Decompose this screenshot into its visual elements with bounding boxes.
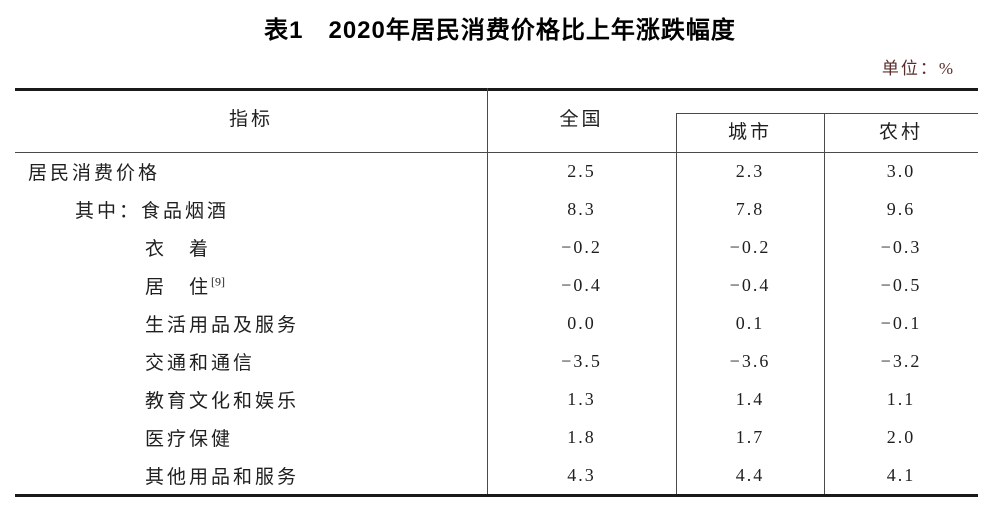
value-national: 1.8 (567, 426, 596, 447)
column-divider-indicator (487, 88, 488, 494)
footnote-marker: [9] (211, 274, 226, 289)
header-cell-national: 全国 (559, 109, 604, 130)
column-divider-rural (824, 113, 825, 494)
cpi-table: 指标 全国 城市 农村 居民消费价格 2.5 2.3 3.0 其中：食品烟酒 8… (15, 88, 978, 497)
value-rural: 4.1 (886, 464, 916, 485)
value-rural: 2.0 (886, 426, 916, 447)
table-row: 生活用品及服务 0.0 0.1 −0.1 (15, 305, 978, 343)
row-label: 生活用品及服务 (145, 315, 300, 336)
value-national: 8.3 (567, 199, 596, 220)
value-urban: 2.3 (735, 161, 765, 182)
subheader-top-rule (676, 113, 978, 114)
value-rural: −0.3 (880, 237, 922, 258)
value-rural: −0.1 (880, 313, 922, 333)
column-divider-urban (676, 113, 677, 494)
value-rural: 9.6 (886, 199, 916, 220)
value-rural: −3.2 (880, 350, 922, 371)
table-top-border (15, 88, 978, 91)
value-urban: 4.4 (735, 464, 765, 485)
table-row: 居 住[9] −0.4 −0.4 −0.5 (15, 267, 978, 305)
row-label: 居 住[9] (15, 272, 487, 299)
value-national: 4.3 (567, 464, 596, 485)
row-label: 居民消费价格 (28, 163, 161, 185)
header-cell-rural: 农村 (878, 122, 923, 143)
table-row: 其中：食品烟酒 8.3 7.8 9.6 (15, 191, 978, 229)
value-urban: 0.1 (735, 313, 765, 333)
row-label: 交通和通信 (145, 352, 256, 374)
page-title: 表1 2020年居民消费价格比上年涨跌幅度 (264, 17, 736, 44)
value-urban: −0.2 (729, 237, 771, 258)
row-label-text: 居 住 (145, 277, 212, 299)
unit-label: 单位：% (881, 59, 955, 78)
value-rural: −0.5 (880, 275, 922, 296)
table-row: 医疗保健 1.8 1.7 2.0 (15, 418, 978, 456)
table-row: 教育文化和娱乐 1.3 1.4 1.1 (15, 380, 978, 418)
value-national: 1.3 (567, 388, 596, 409)
row-label: 其中：食品烟酒 (75, 201, 230, 223)
value-national: −0.4 (561, 275, 602, 296)
value-rural: 3.0 (886, 161, 916, 182)
value-urban: 1.4 (735, 388, 765, 409)
header-bottom-rule (15, 152, 978, 153)
row-label: 教育文化和娱乐 (145, 390, 300, 412)
value-urban: −0.4 (729, 275, 771, 296)
value-urban: −3.6 (729, 350, 771, 371)
table-bottom-border (15, 494, 978, 497)
header-cell-urban: 城市 (727, 122, 772, 143)
row-label: 衣 着 (145, 239, 212, 261)
value-national: 0.0 (567, 313, 596, 333)
value-national: −0.2 (561, 237, 602, 258)
value-national: 2.5 (567, 161, 596, 182)
value-rural: 1.1 (886, 388, 916, 409)
row-label: 医疗保健 (145, 428, 234, 450)
table-row: 衣 着 −0.2 −0.2 −0.3 (15, 229, 978, 267)
table-row: 居民消费价格 2.5 2.3 3.0 (15, 153, 978, 191)
row-label: 其他用品和服务 (145, 466, 300, 488)
table-row: 其他用品和服务 4.3 4.4 4.1 (15, 456, 978, 494)
value-urban: 7.8 (735, 199, 765, 220)
table-body: 居民消费价格 2.5 2.3 3.0 其中：食品烟酒 8.3 7.8 9.6 衣… (15, 153, 978, 494)
header-cell-indicator: 指标 (228, 109, 273, 130)
table-row: 交通和通信 −3.5 −3.6 −3.2 (15, 342, 978, 380)
value-national: −3.5 (561, 350, 602, 371)
value-urban: 1.7 (735, 426, 765, 447)
